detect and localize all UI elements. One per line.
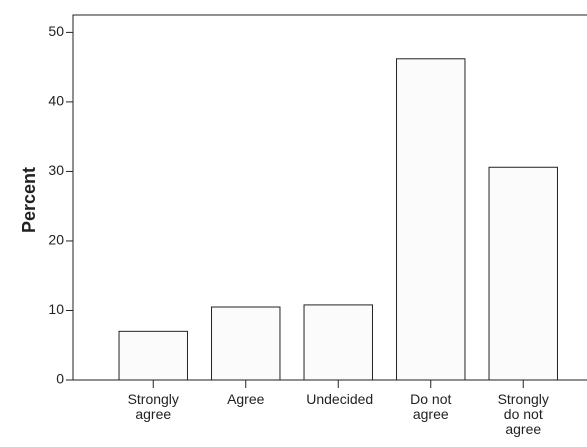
bar <box>118 330 188 381</box>
bar <box>211 306 281 381</box>
x-tick-label: Undecided <box>306 391 374 407</box>
x-tick-label: Do not agree <box>410 391 452 422</box>
y-tick-label: 40 <box>48 93 64 109</box>
y-tick-label: 10 <box>48 301 64 317</box>
x-tick-label: Agree <box>227 391 265 407</box>
bar <box>488 166 558 381</box>
y-axis-label: Percent <box>19 167 39 233</box>
bar <box>303 304 373 381</box>
bar <box>396 58 466 381</box>
x-tick-label: Strongly do not agree <box>497 391 549 437</box>
y-tick-label: 20 <box>48 232 64 248</box>
y-tick-label: 50 <box>48 23 64 39</box>
y-tick-label: 0 <box>56 371 64 387</box>
y-tick-label: 30 <box>48 162 64 178</box>
x-tick-label: Strongly agree <box>127 391 179 422</box>
